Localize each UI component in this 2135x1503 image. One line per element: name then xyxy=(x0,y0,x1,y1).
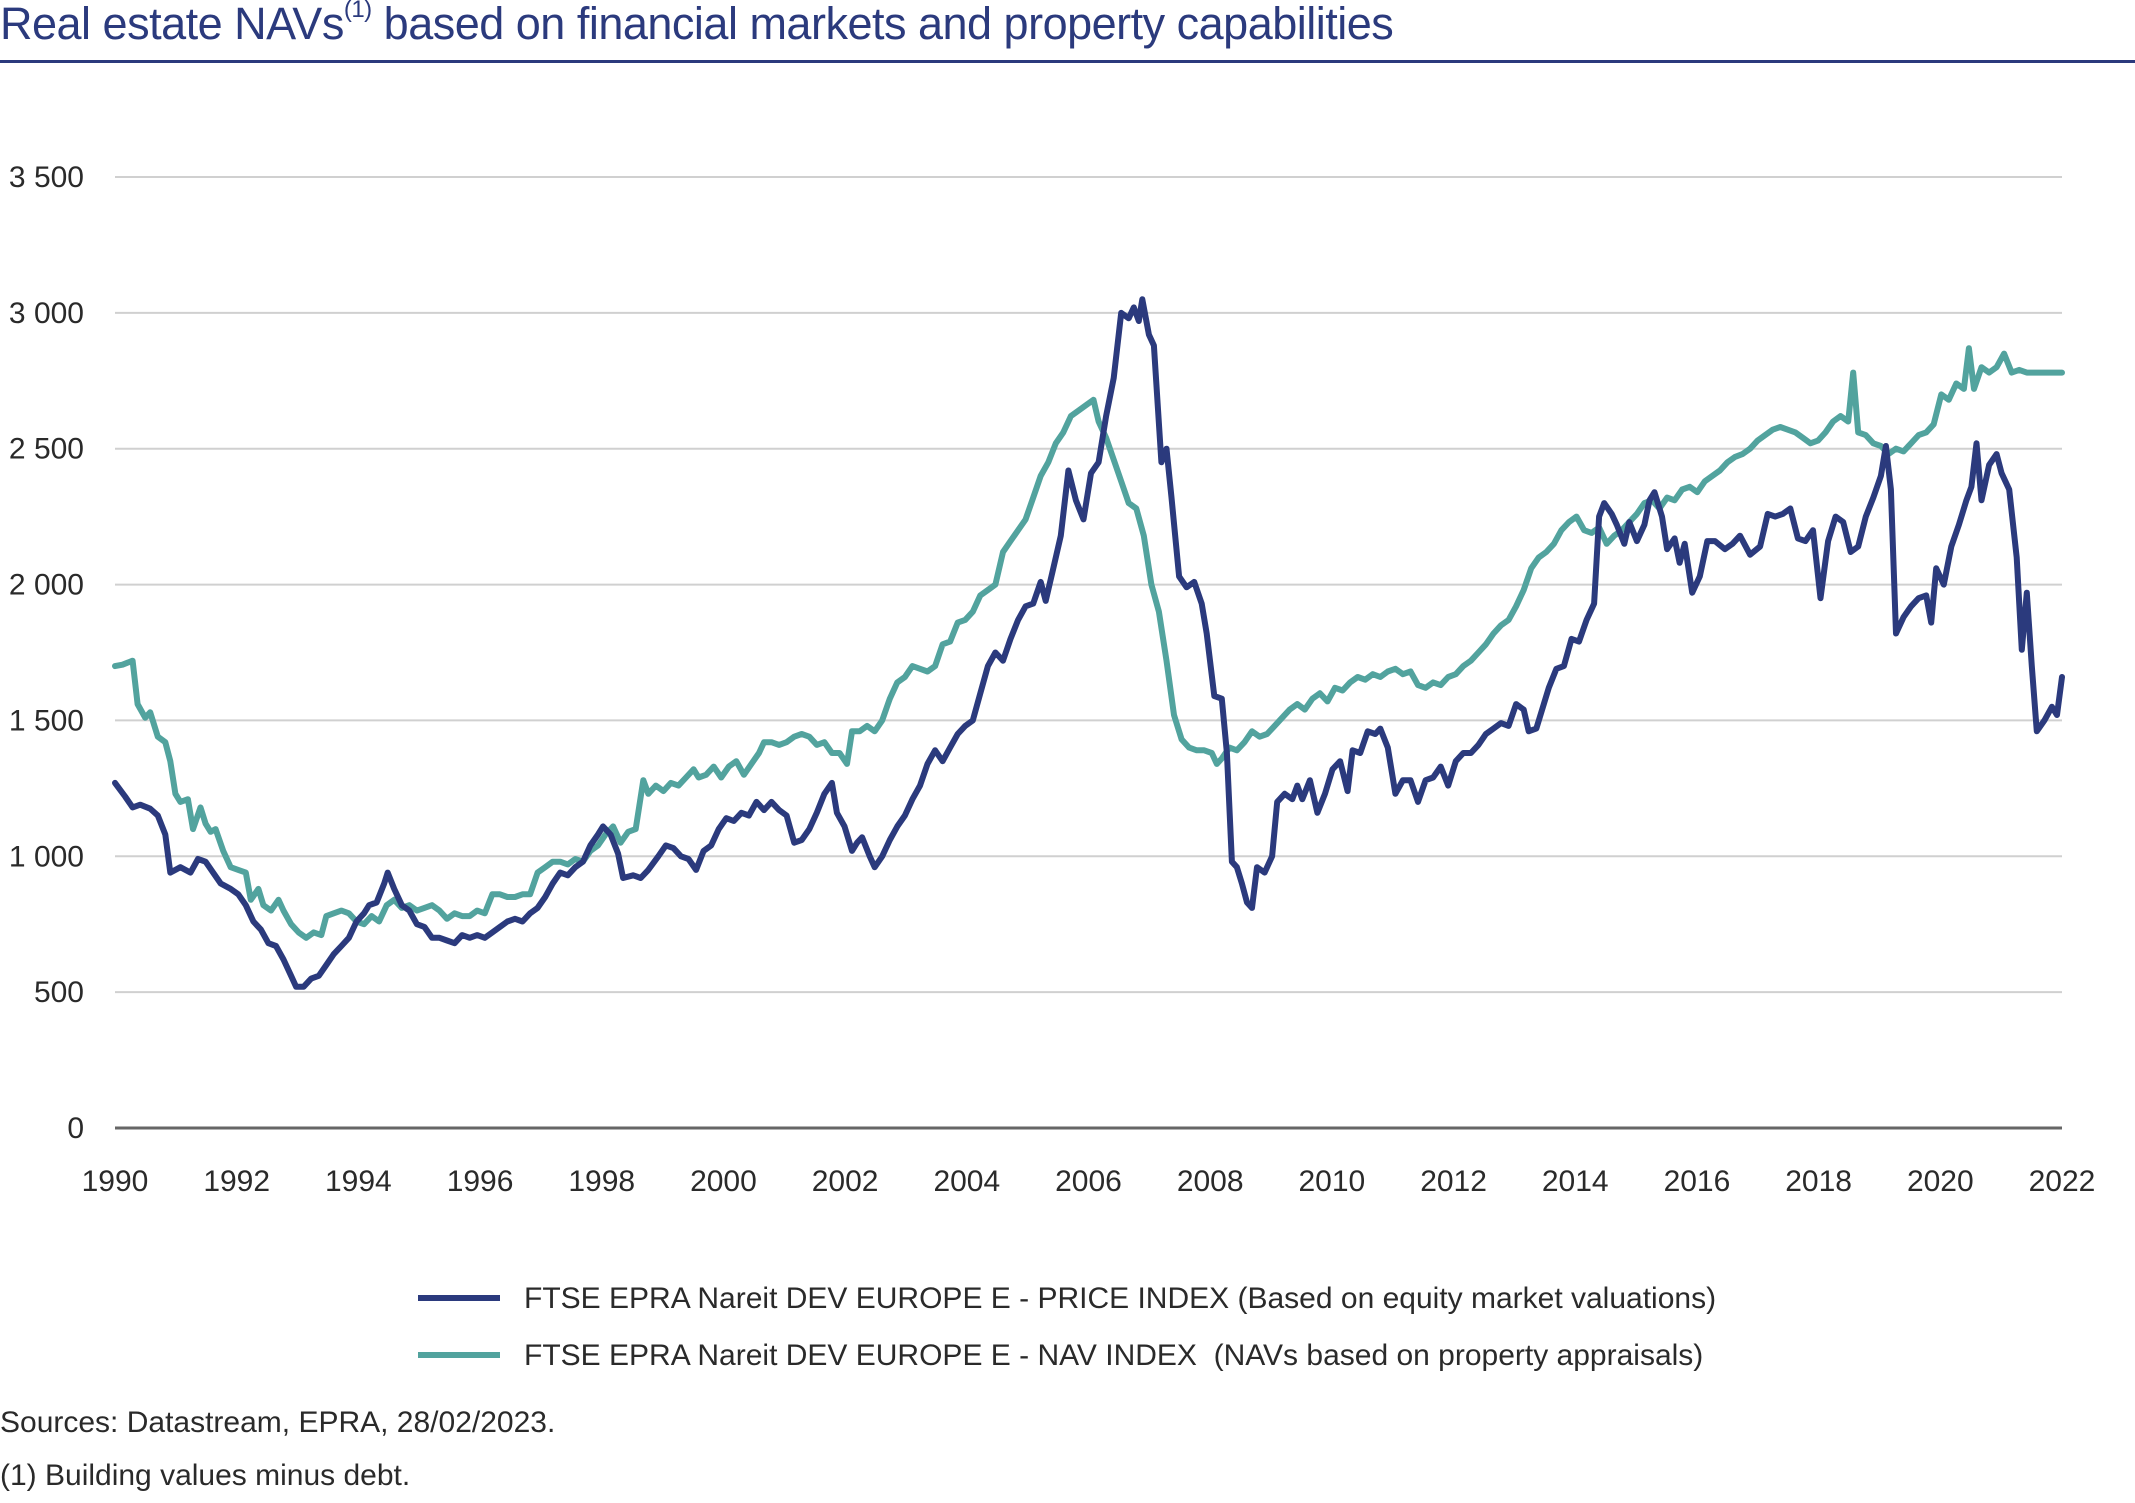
x-tick-label: 2020 xyxy=(1907,1165,1974,1198)
chart-title-superscript: (1) xyxy=(343,0,372,23)
y-tick-label: 1 500 xyxy=(9,704,84,737)
x-tick-label: 2002 xyxy=(812,1165,879,1198)
x-tick-label: 2010 xyxy=(1299,1165,1366,1198)
legend: FTSE EPRA Nareit DEV EUROPE E - PRICE IN… xyxy=(418,1282,1716,1372)
x-tick-label: 1996 xyxy=(447,1165,514,1198)
x-tick-label: 2016 xyxy=(1664,1165,1731,1198)
legend-label-price: FTSE EPRA Nareit DEV EUROPE E - PRICE IN… xyxy=(524,1282,1716,1315)
chart-title: Real estate NAVs(1) based on financial m… xyxy=(0,0,1394,50)
y-tick-label: 1 000 xyxy=(9,840,84,873)
y-tick-label: 2 000 xyxy=(9,569,84,602)
y-tick-label: 3 000 xyxy=(9,297,84,330)
x-tick-label: 2004 xyxy=(933,1165,1000,1198)
x-tick-label: 2006 xyxy=(1055,1165,1122,1198)
x-tick-label: 1998 xyxy=(568,1165,635,1198)
x-tick-label: 2018 xyxy=(1785,1165,1852,1198)
gridlines xyxy=(115,176,2062,994)
x-tick-label: 1992 xyxy=(203,1165,270,1198)
chart-title-main: Real estate NAVs xyxy=(0,0,344,49)
x-tick-label: 2014 xyxy=(1542,1165,1609,1198)
footnote-definition: (1) Building values minus debt. xyxy=(0,1459,411,1492)
series-line-price xyxy=(112,296,2065,990)
chart-title-rest: based on financial markets and property … xyxy=(371,0,1394,49)
title-underline xyxy=(0,60,2135,63)
x-tick-label: 1990 xyxy=(82,1165,149,1198)
y-tick-label: 3 500 xyxy=(9,161,84,194)
series-layer xyxy=(112,296,2065,990)
x-tick-label: 2022 xyxy=(2029,1165,2096,1198)
y-axis-ticks: 0 500 1 000 1 500 2 000 2 500 3 000 3 500 xyxy=(9,161,84,1145)
x-tick-label: 2012 xyxy=(1420,1165,1487,1198)
source-note: Sources: Datastream, EPRA, 28/02/2023. xyxy=(0,1406,556,1439)
y-tick-label: 0 xyxy=(67,1112,84,1145)
x-tick-label: 2000 xyxy=(690,1165,757,1198)
series-line-nav xyxy=(112,345,2065,941)
y-tick-label: 500 xyxy=(34,976,84,1009)
x-axis-ticks: 1990 1992 1994 1996 1998 2000 2002 2004 2006 2008… xyxy=(82,1165,2096,1198)
x-tick-label: 1994 xyxy=(325,1165,392,1198)
legend-label-nav: FTSE EPRA Nareit DEV EUROPE E - NAV INDE… xyxy=(524,1339,1703,1372)
x-tick-label: 2008 xyxy=(1177,1165,1244,1198)
y-tick-label: 2 500 xyxy=(9,433,84,466)
